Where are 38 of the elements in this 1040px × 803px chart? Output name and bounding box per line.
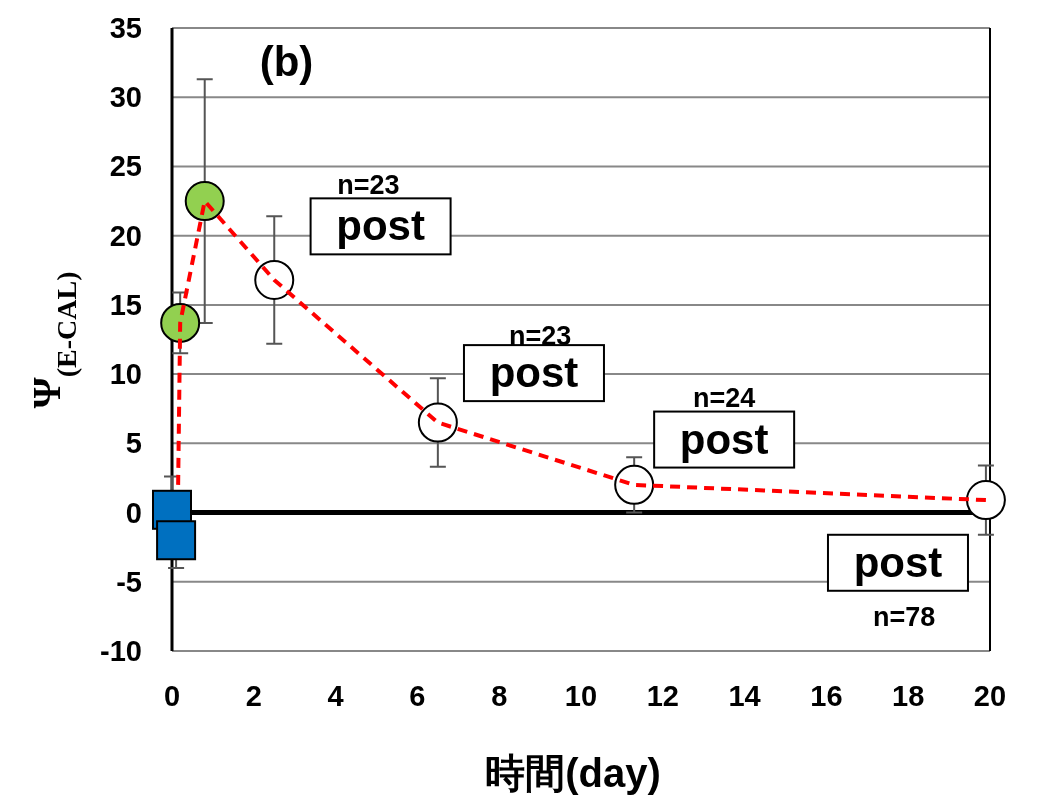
y-tick-label: 35 <box>109 12 142 44</box>
annotation: post <box>853 538 943 586</box>
point <box>614 464 655 505</box>
x-tick-label: 12 <box>646 680 679 712</box>
point <box>965 480 1006 521</box>
annotation: n=23 <box>337 169 400 200</box>
y-tick-label: 25 <box>109 150 142 183</box>
x-axis-title: 時間(day) <box>485 751 661 795</box>
point <box>156 520 197 561</box>
point <box>254 259 295 300</box>
annotation: n=23 <box>508 320 572 351</box>
point <box>184 181 225 222</box>
annotation: n=78 <box>872 601 936 632</box>
x-tick-label: 18 <box>892 680 925 712</box>
y-tick-label: -5 <box>116 565 142 598</box>
x-tick-label: 2 <box>245 680 262 712</box>
point <box>160 302 201 343</box>
x-tick-label: 10 <box>564 680 598 712</box>
x-tick-label: 6 <box>409 680 426 712</box>
y-tick-label: 20 <box>109 219 142 252</box>
annotation: post <box>489 349 579 397</box>
y-tick-label: 10 <box>109 358 142 391</box>
x-tick-label: 16 <box>810 680 843 712</box>
annotation: (b) <box>259 38 314 86</box>
x-tick-label: 4 <box>327 680 344 712</box>
y-tick-label: -10 <box>100 635 142 667</box>
x-tick-label: 20 <box>973 680 1007 712</box>
y-tick-label: 0 <box>125 496 142 529</box>
x-tick-label: 0 <box>163 680 181 712</box>
x-tick-label: 14 <box>728 680 761 712</box>
y-tick-label: 5 <box>125 427 142 460</box>
point <box>417 402 458 443</box>
y-tick-label: 15 <box>109 288 142 321</box>
annotation: post <box>336 202 425 250</box>
x-tick-label: 8 <box>491 680 508 712</box>
annotation: n=24 <box>693 383 756 414</box>
annotation: post <box>679 415 769 463</box>
y-tick-label: 30 <box>109 81 142 114</box>
